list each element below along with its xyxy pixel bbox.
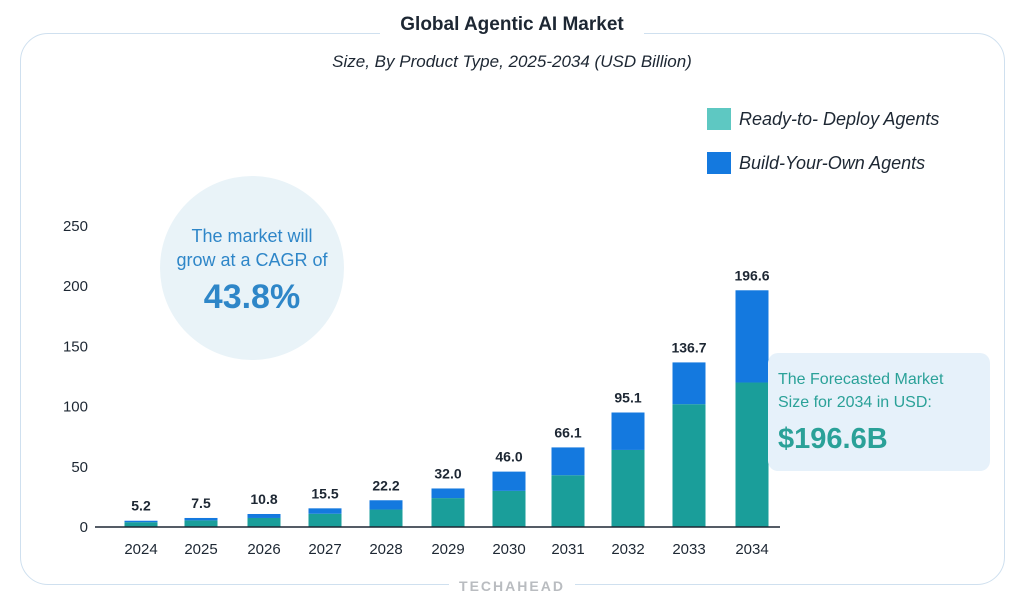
bar-segment-build-2024 xyxy=(124,520,158,523)
bar-segment-ready-2028 xyxy=(369,509,403,527)
bars: 5.2 7.5 10.8 15.5 22.2 32.0 46.0 66.1 95.1 136.7 1… xyxy=(124,267,770,527)
x-tick-label-2034: 2034 xyxy=(735,541,768,558)
data-label-2033: 136.7 xyxy=(671,339,706,355)
watermark: TECHAHEAD xyxy=(0,578,1024,596)
y-tick-label: 200 xyxy=(63,278,88,295)
y-tick-label: 250 xyxy=(63,218,88,235)
forecast-callout: The Forecasted Market Size for 2034 in U… xyxy=(768,353,990,471)
x-tick-label-2027: 2027 xyxy=(308,541,341,558)
data-label-2029: 32.0 xyxy=(434,465,461,481)
bar-segment-ready-2027 xyxy=(308,513,342,527)
x-axis: 2024 2025 2026 2027 2028 2029 2030 2031 2032 2033… xyxy=(95,526,780,558)
y-tick-label: 100 xyxy=(63,399,88,416)
bar-segment-build-2025 xyxy=(184,517,218,521)
bar-segment-build-2034 xyxy=(735,290,769,383)
bar-segment-build-2032 xyxy=(611,412,645,450)
data-label-2027: 15.5 xyxy=(311,485,338,501)
forecast-text-line1: The Forecasted Market xyxy=(778,371,944,388)
data-label-2026: 10.8 xyxy=(250,491,277,507)
bar-segment-build-2026 xyxy=(247,513,281,518)
bar-segment-build-2031 xyxy=(551,447,585,476)
y-tick-label: 150 xyxy=(63,338,88,355)
data-label-2034: 196.6 xyxy=(734,267,769,283)
bar-segment-ready-2032 xyxy=(611,449,645,527)
cagr-text-line2: grow at a CAGR of xyxy=(176,250,328,270)
forecast-value: $196.6B xyxy=(778,423,888,455)
forecast-text: The Forecasted Market Size for 2034 in U… xyxy=(778,368,943,414)
x-tick-label-2028: 2028 xyxy=(369,541,402,558)
bar-segment-ready-2034 xyxy=(735,382,769,527)
bar-segment-build-2030 xyxy=(492,471,526,491)
data-label-2030: 46.0 xyxy=(495,449,522,465)
watermark-text: TECHAHEAD xyxy=(449,578,575,594)
forecast-text-line2: Size for 2034 in USD: xyxy=(778,394,932,411)
title-wrap: Global Agentic AI Market xyxy=(0,14,1024,36)
bar-segment-build-2027 xyxy=(308,508,342,514)
bar-segment-ready-2031 xyxy=(551,475,585,527)
x-tick-label-2030: 2030 xyxy=(492,541,525,558)
x-tick-label-2033: 2033 xyxy=(672,541,705,558)
x-tick-label-2026: 2026 xyxy=(247,541,280,558)
legend-swatch-build xyxy=(707,152,731,174)
y-tick-label: 50 xyxy=(71,459,88,476)
x-tick-label-2025: 2025 xyxy=(184,541,217,558)
data-label-2024: 5.2 xyxy=(131,498,151,514)
chart-subtitle: Size, By Product Type, 2025-2034 (USD Bi… xyxy=(332,52,692,71)
chart-title: Global Agentic AI Market xyxy=(380,14,644,36)
legend-label-build: Build-Your-Own Agents xyxy=(739,152,926,173)
cagr-value: 43.8% xyxy=(203,278,301,316)
cagr-callout: The market will grow at a CAGR of 43.8% xyxy=(160,176,344,360)
legend: Ready-to- Deploy Agents Build-Your-Own A… xyxy=(707,108,939,196)
bar-segment-ready-2029 xyxy=(431,498,465,527)
y-axis: 0 50 100 150 200 250 xyxy=(63,218,88,536)
legend-swatch-ready xyxy=(707,108,731,130)
y-tick-label: 0 xyxy=(80,519,88,536)
x-tick-label-2024: 2024 xyxy=(124,541,157,558)
bar-segment-build-2029 xyxy=(431,488,465,499)
legend-item-build: Build-Your-Own Agents xyxy=(707,152,939,174)
cagr-text: The market will grow at a CAGR of xyxy=(160,224,344,272)
x-tick-label-2031: 2031 xyxy=(551,541,584,558)
bar-segment-ready-2030 xyxy=(492,490,526,527)
bar-segment-ready-2024 xyxy=(124,522,158,527)
x-tick-label-2029: 2029 xyxy=(431,541,464,558)
bar-segment-build-2028 xyxy=(369,500,403,510)
bar-segment-build-2033 xyxy=(672,362,706,405)
legend-item-ready: Ready-to- Deploy Agents xyxy=(707,108,939,130)
legend-label-ready: Ready-to- Deploy Agents xyxy=(739,108,940,129)
bar-segment-ready-2025 xyxy=(184,520,218,527)
data-label-2031: 66.1 xyxy=(554,424,581,440)
data-label-2028: 22.2 xyxy=(372,477,399,493)
cagr-text-line1: The market will xyxy=(191,226,313,246)
data-label-2032: 95.1 xyxy=(614,389,641,405)
data-label-2025: 7.5 xyxy=(191,495,211,511)
bar-segment-ready-2026 xyxy=(247,517,281,527)
x-tick-label-2032: 2032 xyxy=(611,541,644,558)
bar-segment-ready-2033 xyxy=(672,404,706,527)
